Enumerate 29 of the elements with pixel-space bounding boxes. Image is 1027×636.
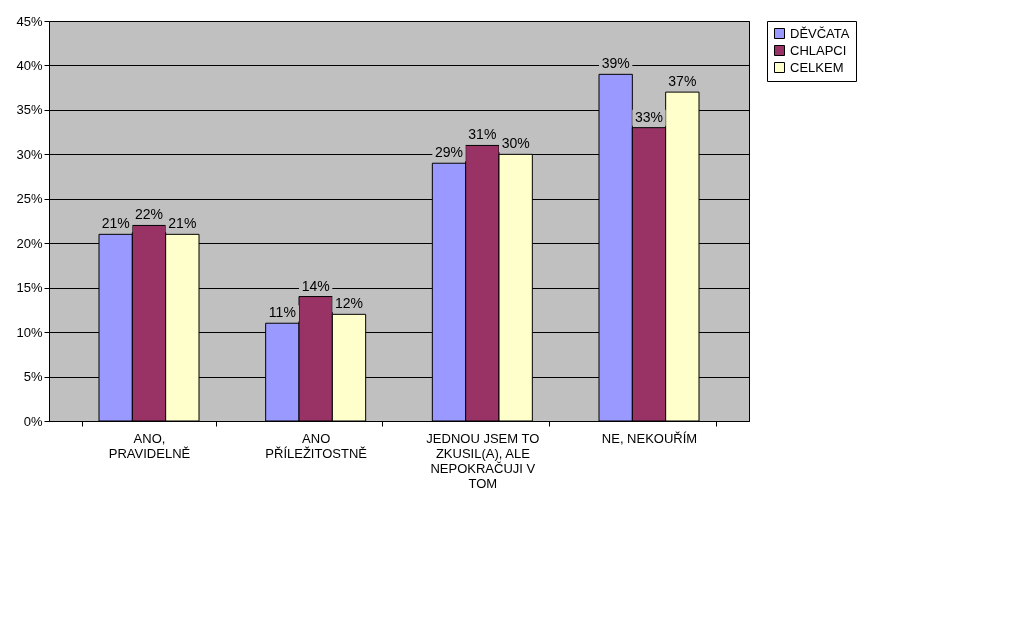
y-tick-label: 10% bbox=[16, 324, 43, 340]
y-tick-label: 45% bbox=[16, 13, 43, 29]
legend-label: CHLAPCI bbox=[790, 42, 847, 58]
data-label: 14% bbox=[301, 277, 330, 294]
data-label: 30% bbox=[501, 135, 530, 152]
y-tick-label: 30% bbox=[16, 146, 43, 162]
y-tick-label: 5% bbox=[23, 369, 43, 385]
y-tick-label: 20% bbox=[16, 235, 43, 251]
x-tick-label: NE, NEKOUŘÍM bbox=[601, 430, 698, 446]
x-tick-label: ANO, PRAVIDELNĚ bbox=[108, 430, 191, 461]
y-tick-label: 0% bbox=[23, 413, 43, 429]
data-label: 31% bbox=[468, 126, 497, 143]
data-label: 12% bbox=[334, 295, 364, 312]
y-tick-label: 35% bbox=[16, 102, 43, 118]
x-tick-label: ANO PŘÍLEŽITOSTNĚ bbox=[265, 430, 368, 461]
data-label: 11% bbox=[268, 304, 296, 321]
x-tick-label: JEDNOU JSEM TO ZKUSIL(A), ALE NEPOKRAČUJI V TOM bbox=[426, 430, 540, 491]
data-label: 33% bbox=[634, 108, 664, 125]
data-label: 29% bbox=[434, 144, 464, 161]
data-label: 21% bbox=[168, 215, 197, 232]
y-tick-label: 40% bbox=[16, 57, 43, 73]
y-tick-label: 25% bbox=[16, 191, 43, 207]
legend-label: CELKEM bbox=[790, 59, 844, 75]
legend-label: DĚVČATA bbox=[790, 25, 850, 41]
data-label: 37% bbox=[668, 73, 697, 90]
data-label: 22% bbox=[134, 206, 164, 223]
y-tick-label: 15% bbox=[16, 280, 43, 296]
data-label: 21% bbox=[101, 215, 130, 232]
data-label: 39% bbox=[601, 55, 630, 72]
